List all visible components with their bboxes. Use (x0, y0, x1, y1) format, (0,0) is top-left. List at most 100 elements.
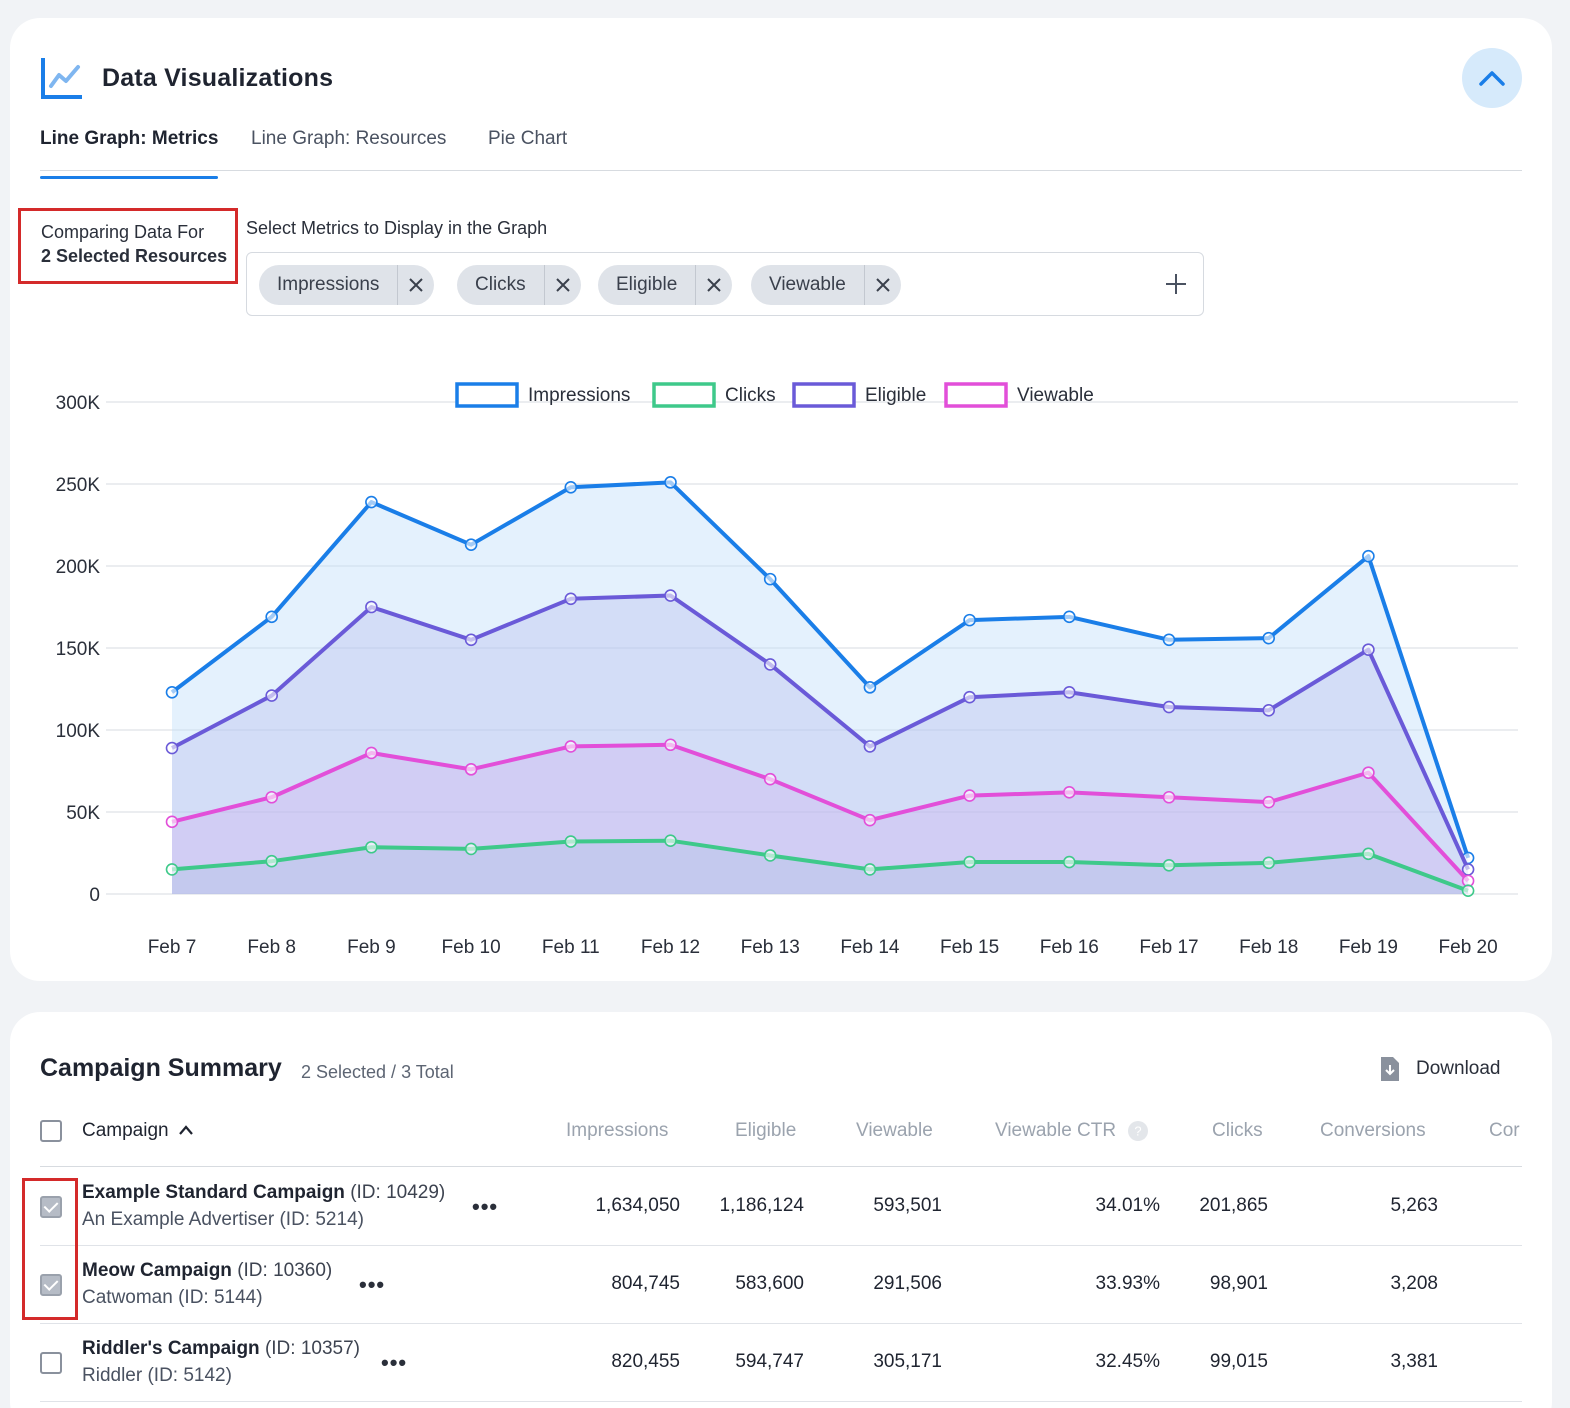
chip-label: Clicks (457, 265, 545, 305)
cell-clicks: 201,865 (1199, 1195, 1268, 1216)
remove-eligible-button[interactable] (696, 265, 732, 305)
series-line-clicks (171, 838, 1469, 893)
plus-icon (1166, 274, 1186, 294)
selected-resources-count: 2 Selected Resources (41, 246, 228, 266)
data-point-impressions (863, 681, 877, 694)
data-point-eligible (265, 689, 279, 702)
data-point-impressions (763, 572, 777, 586)
col-viewable-ctr-label: Viewable CTR (995, 1120, 1117, 1142)
cell-impressions: 804,745 (611, 1273, 680, 1294)
campaign-name[interactable]: Meow Campaign (ID: 10360) (82, 1260, 332, 1282)
selected-count: 2 Selected / 3 Total (301, 1062, 454, 1082)
viz-title: Data Visualizations (102, 63, 334, 92)
col-campaign-label: Campaign (82, 1120, 169, 1141)
row-actions-menu[interactable]: ••• (381, 1350, 408, 1375)
select-all-checkbox[interactable] (40, 1120, 62, 1142)
header-divider (40, 1166, 1522, 1167)
col-impressions[interactable]: Impressions (566, 1120, 669, 1141)
data-point-eligible (165, 741, 179, 755)
row-checkbox[interactable] (40, 1274, 62, 1296)
row-actions-menu[interactable]: ••• (359, 1272, 386, 1297)
metric-chip-viewable: Viewable (751, 265, 901, 305)
cell-viewable-ctr: 33.93% (1095, 1273, 1160, 1294)
remove-clicks-button[interactable] (545, 265, 581, 305)
col-clicks[interactable]: Clicks (1212, 1120, 1263, 1141)
data-point-eligible (1063, 685, 1076, 699)
legend-swatch-viewable (944, 382, 1008, 408)
x-tick-label: Feb 13 (741, 937, 800, 958)
data-point-viewable (365, 746, 378, 760)
data-point-eligible (464, 633, 478, 647)
data-point-clicks (265, 854, 279, 868)
data-point-eligible (564, 592, 578, 606)
col-viewable-ctr[interactable]: Viewable CTR ? (995, 1120, 1149, 1142)
data-point-eligible (963, 690, 976, 704)
data-point-eligible (1162, 700, 1176, 714)
remove-impressions-button[interactable] (398, 265, 434, 305)
campaign-name[interactable]: Example Standard Campaign (ID: 10429) (82, 1182, 445, 1204)
data-point-clicks (963, 855, 976, 869)
cell-viewable: 593,501 (873, 1195, 942, 1216)
chip-label: Impressions (259, 265, 399, 305)
remove-viewable-button[interactable] (865, 265, 901, 305)
download-label: Download (1416, 1058, 1501, 1079)
col-eligible[interactable]: Eligible (735, 1120, 797, 1141)
data-point-viewable (1162, 790, 1176, 804)
metric-chip-clicks: Clicks (457, 265, 581, 305)
legend-label-clicks: Clicks (725, 385, 776, 406)
data-point-eligible (664, 589, 677, 602)
campaign-id: (ID: 10360) (237, 1260, 333, 1281)
data-point-viewable (1362, 766, 1375, 779)
row-actions-menu[interactable]: ••• (472, 1194, 499, 1219)
data-point-clicks (1262, 856, 1275, 870)
data-point-eligible (763, 658, 777, 671)
collapse-button[interactable] (1462, 48, 1522, 108)
tab-line-graph-metrics[interactable]: Line Graph: Metrics (40, 128, 219, 179)
cell-impressions: 1,634,050 (595, 1195, 680, 1216)
row-checkbox[interactable] (40, 1352, 62, 1374)
help-icon[interactable]: ? (1127, 1120, 1149, 1142)
cell-clicks: 98,901 (1209, 1273, 1268, 1294)
col-campaign[interactable]: Campaign (82, 1120, 194, 1142)
campaign-name[interactable]: Riddler's Campaign (ID: 10357) (82, 1338, 360, 1360)
data-point-clicks (1162, 858, 1176, 872)
download-button[interactable]: Download (1380, 1056, 1501, 1082)
row-divider (40, 1401, 1522, 1402)
data-point-viewable (464, 763, 478, 776)
col-conversions[interactable]: Conversions (1320, 1120, 1426, 1141)
y-tick-label: 0 (89, 885, 100, 906)
col-truncated[interactable]: Cor (1489, 1120, 1520, 1141)
tab-pie-chart[interactable]: Pie Chart (488, 128, 568, 149)
series-line-eligible (171, 593, 1470, 871)
data-point-viewable (664, 738, 677, 752)
line-chart-icon (40, 56, 84, 100)
cell-clicks: 99,015 (1209, 1351, 1268, 1372)
data-point-impressions (963, 613, 976, 627)
row-checkbox[interactable] (40, 1196, 62, 1218)
cell-eligible: 583,600 (735, 1273, 804, 1294)
metric-chip-eligible: Eligible (598, 265, 733, 305)
metric-selector[interactable]: Impressions Clicks Eligible Viewable (246, 252, 1204, 316)
data-point-clicks (1362, 847, 1375, 861)
chevron-up-icon (1479, 71, 1505, 86)
x-tick-label: Feb 17 (1139, 937, 1198, 958)
row-divider (40, 1245, 1522, 1246)
campaign-id: (ID: 10429) (350, 1182, 446, 1203)
data-point-clicks (763, 849, 777, 862)
sort-ascending-icon (179, 1125, 193, 1135)
advertiser-name: Catwoman (ID: 5144) (82, 1287, 263, 1308)
svg-text:?: ? (1135, 1124, 1142, 1139)
metrics-select-label: Select Metrics to Display in the Graph (246, 218, 548, 238)
series-line-impressions (170, 480, 1470, 859)
col-viewable[interactable]: Viewable (856, 1120, 933, 1141)
y-tick-label: 200K (56, 557, 101, 578)
cell-conversions: 3,208 (1390, 1273, 1438, 1294)
tab-line-graph-resources[interactable]: Line Graph: Resources (251, 128, 447, 149)
campaign-title: Example Standard Campaign (82, 1182, 345, 1203)
add-metric-button[interactable] (1159, 267, 1193, 301)
legend-label-impressions: Impressions (528, 385, 630, 406)
advertiser-name: An Example Advertiser (ID: 5214) (82, 1209, 364, 1230)
campaign-title: Riddler's Campaign (82, 1338, 260, 1359)
cell-eligible: 594,747 (735, 1351, 804, 1372)
advertiser-name: Riddler (ID: 5142) (82, 1365, 232, 1386)
